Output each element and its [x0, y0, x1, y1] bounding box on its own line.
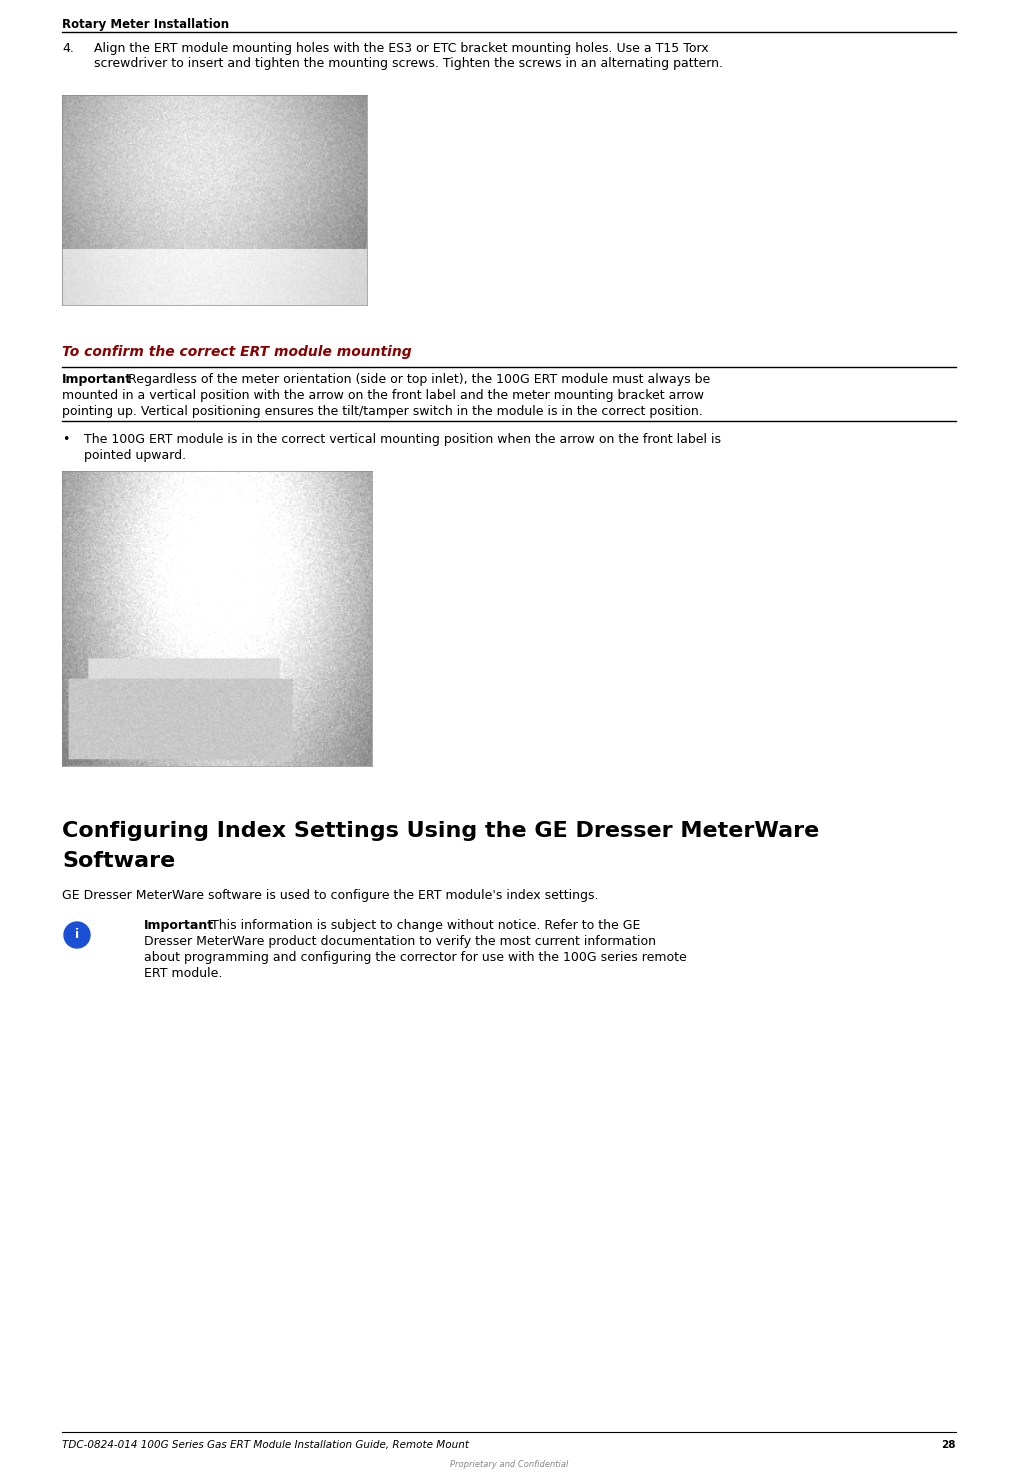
Text: Align the ERT module mounting holes with the ES3 or ETC bracket mounting holes. : Align the ERT module mounting holes with…	[94, 41, 723, 69]
Text: pointing up. Vertical positioning ensures the tilt/tamper switch in the module i: pointing up. Vertical positioning ensure…	[62, 405, 702, 418]
Text: GE Dresser MeterWare software is used to configure the ERT module's index settin: GE Dresser MeterWare software is used to…	[62, 888, 599, 902]
Text: Regardless of the meter orientation (side or top inlet), the 100G ERT module mus: Regardless of the meter orientation (sid…	[124, 372, 711, 386]
Text: 4.: 4.	[62, 41, 74, 55]
Text: Important: Important	[62, 372, 132, 386]
Text: ERT module.: ERT module.	[144, 967, 222, 980]
Circle shape	[64, 922, 90, 947]
Text: •: •	[62, 433, 69, 446]
Text: Proprietary and Confidential: Proprietary and Confidential	[450, 1460, 568, 1469]
Text: Rotary Meter Installation: Rotary Meter Installation	[62, 18, 229, 31]
Text: mounted in a vertical position with the arrow on the front label and the meter m: mounted in a vertical position with the …	[62, 389, 704, 402]
Text: Configuring Index Settings Using the GE Dresser MeterWare: Configuring Index Settings Using the GE …	[62, 820, 819, 841]
Text: Software: Software	[62, 851, 175, 871]
Text: This information is subject to change without notice. Refer to the GE: This information is subject to change wi…	[207, 919, 640, 933]
Text: i: i	[75, 928, 79, 941]
Text: To confirm the correct ERT module mounting: To confirm the correct ERT module mounti…	[62, 344, 411, 359]
Text: The 100G ERT module is in the correct vertical mounting position when the arrow : The 100G ERT module is in the correct ve…	[84, 433, 721, 446]
Text: pointed upward.: pointed upward.	[84, 449, 186, 463]
Text: about programming and configuring the corrector for use with the 100G series rem: about programming and configuring the co…	[144, 950, 687, 964]
Text: Important: Important	[144, 919, 214, 933]
Text: TDC-0824-014 100G Series Gas ERT Module Installation Guide, Remote Mount: TDC-0824-014 100G Series Gas ERT Module …	[62, 1440, 469, 1450]
Text: 28: 28	[942, 1440, 956, 1450]
Text: Dresser MeterWare product documentation to verify the most current information: Dresser MeterWare product documentation …	[144, 936, 656, 947]
